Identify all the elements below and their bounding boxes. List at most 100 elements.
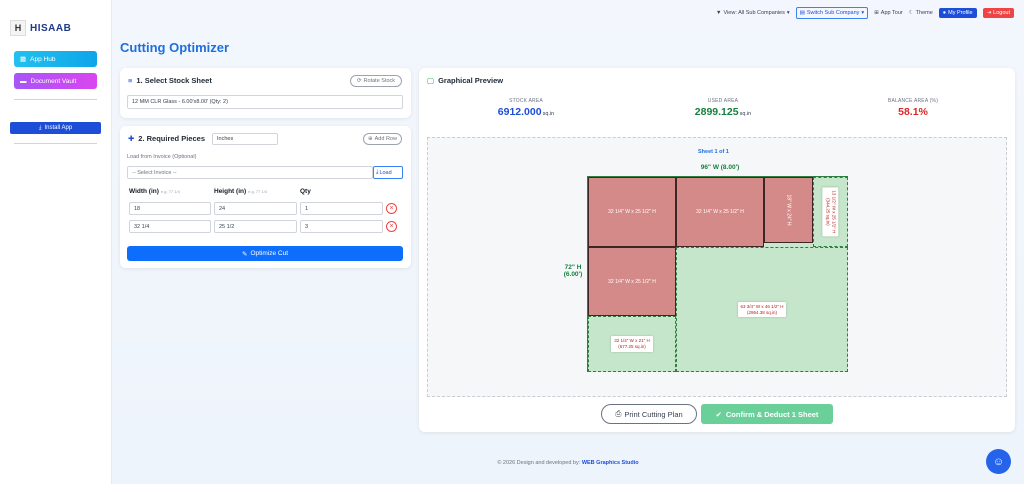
width-header-label: Width (in) — [129, 188, 159, 195]
install-app-button[interactable]: ⤓ Install App — [10, 122, 101, 134]
folder-icon: ▬ — [20, 77, 27, 85]
rotate-stock-label: Rotate Stock — [363, 78, 396, 84]
remove-row-button[interactable]: × — [386, 203, 397, 214]
document-vault-button[interactable]: ▬ Document Vault — [14, 73, 97, 89]
stock-area-label: STOCK AREA — [509, 98, 543, 104]
logout-button[interactable]: ⇥ Logout — [982, 8, 1014, 18]
caret-down-icon: ▾ — [786, 10, 790, 16]
stock-sheet-card: ≡ 1. Select Stock Sheet ⟳ Rotate Stock 1… — [120, 68, 411, 118]
grid-icon: ▦ — [20, 56, 27, 63]
waste-region: 13 1/2" W x 25 1/2" H (344.25 sq.in) — [813, 177, 848, 247]
unit-select[interactable]: Inches — [212, 133, 278, 145]
app-logo[interactable]: H HISAAB — [10, 20, 71, 36]
add-row-label: Add Row — [374, 136, 397, 142]
used-area-label: USED AREA — [707, 98, 739, 104]
cut-piece: 18" W x 24" H — [764, 177, 813, 243]
chatbot-button[interactable]: ☺ — [986, 449, 1011, 474]
balance-area-value: 58.1% — [898, 106, 928, 118]
remove-row-button[interactable]: × — [386, 221, 397, 232]
height-input[interactable]: 25 1/2 — [214, 220, 297, 233]
load-label: Load — [379, 169, 392, 176]
print-cutting-plan-button[interactable]: ⎙ Print Cutting Plan — [601, 404, 697, 424]
caret-down-icon: ▾ — [861, 10, 865, 16]
square-icon: ▢ — [427, 76, 435, 85]
stock-area-stat: STOCK AREA 6912.000sq.in — [466, 98, 586, 118]
profile-label: My Profile — [948, 10, 973, 16]
width-column-header: Width (in) e.g. 77 1/4 — [129, 188, 180, 195]
sidebar-divider — [14, 99, 97, 100]
sheet-height-label: 72" H (6.00') — [553, 264, 593, 278]
sidebar: H HISAAB ▦ App Hub ▬ Document Vault ⤓ In… — [0, 0, 112, 484]
app-name: HISAAB — [30, 22, 72, 34]
waste-label: 63 3/4" W x 46 1/2" H (2964.38 sq.in) — [737, 301, 787, 318]
used-area-unit: sq.in — [739, 111, 752, 117]
width-hint: e.g. 77 1/4 — [160, 189, 180, 194]
footer-studio-link[interactable]: WEB Graphics Studio — [581, 460, 639, 466]
waste-label: 13 1/2" W x 25 1/2" H (344.25 sq.in) — [822, 187, 839, 237]
height-hint: e.g. 77 1/4 — [248, 189, 268, 194]
logo-icon: H — [10, 20, 26, 36]
piece-label: 18" W x 24" H — [785, 194, 792, 226]
optimize-cut-button[interactable]: ✎ Optimize Cut — [127, 246, 403, 261]
piece-label: 32 1/4" W x 25 1/2" H — [608, 209, 656, 215]
install-app-label: Install App — [44, 125, 73, 131]
switch-sub-company-button[interactable]: ▤ Switch Sub Company ▾ — [795, 7, 869, 19]
qty-input[interactable]: 1 — [300, 202, 383, 215]
sheet-height-inches: 72" H — [564, 264, 582, 271]
stock-area-unit: sq.in — [542, 111, 555, 117]
waste-region: 63 3/4" W x 46 1/2" H (2964.38 sq.in) — [676, 247, 848, 372]
app-hub-button[interactable]: ▦ App Hub — [14, 51, 97, 67]
app-hub-label: App Hub — [30, 55, 56, 63]
switch-label: Switch Sub Company — [806, 10, 860, 16]
view-all-dropdown[interactable]: ▼ View: All Sub Companies ▾ — [716, 10, 790, 16]
robot-icon: ☺ — [992, 455, 1005, 468]
sheet-height-feet: (6.00') — [563, 271, 583, 278]
sheet-width-label: 96" W (8.00') — [700, 164, 740, 171]
printer-icon: ⎙ — [615, 409, 622, 418]
confirm-deduct-button[interactable]: ✔ Confirm & Deduct 1 Sheet — [701, 404, 833, 424]
waste-region: 32 1/4" W x 21" H (677.25 sq.in) — [588, 316, 676, 372]
add-row-button[interactable]: ⊕ Add Row — [363, 133, 402, 145]
invoice-select[interactable]: -- Select Invoice -- — [127, 166, 373, 179]
required-pieces-card: ✚ 2. Required Pieces Inches ⊕ Add Row Lo… — [120, 126, 411, 268]
puzzle-icon: ✚ — [128, 134, 135, 143]
stock-sheet-select[interactable]: 12 MM CLR Glass - 6.00'x8.00' (Qty: 2) — [127, 95, 403, 109]
height-header-label: Height (in) — [214, 188, 247, 195]
waste-dimensions: 32 1/4" W x 21" H — [614, 338, 650, 344]
download-icon: ⤓ — [376, 169, 379, 175]
logout-icon: ⇥ — [986, 10, 992, 16]
load-invoice-button[interactable]: ⤓ Load — [373, 166, 403, 179]
page-title: Cutting Optimizer — [120, 40, 230, 55]
moon-icon: ☾ — [908, 10, 914, 16]
waste-dimensions: 13 1/2" W x 25 1/2" H — [831, 190, 837, 234]
theme-toggle[interactable]: ☾ Theme — [909, 10, 933, 16]
rotate-stock-button[interactable]: ⟳ Rotate Stock — [350, 75, 402, 87]
sheet-caption: Sheet 1 of 1 — [698, 149, 729, 155]
required-pieces-title: 2. Required Pieces — [138, 134, 205, 143]
used-area-stat: USED AREA 2899.125sq.in — [663, 98, 783, 118]
close-icon: × — [389, 205, 394, 212]
app-tour-label: App Tour — [880, 10, 903, 16]
width-input[interactable]: 18 — [129, 202, 211, 215]
document-vault-label: Document Vault — [30, 77, 77, 85]
stock-area-value-wrap: 6912.000sq.in — [466, 106, 586, 118]
waste-label: 32 1/4" W x 21" H (677.25 sq.in) — [611, 336, 653, 352]
height-input[interactable]: 24 — [214, 202, 297, 215]
footer-text: © 2026 Design and developed by: — [497, 460, 581, 466]
preview-heading: ▢ Graphical Preview — [427, 76, 503, 85]
app-tour-button[interactable]: ⊞ App Tour — [874, 10, 903, 16]
footer: © 2026 Design and developed by: WEB Grap… — [0, 460, 1024, 466]
qty-input[interactable]: 3 — [300, 220, 383, 233]
map-icon: ⊞ — [874, 10, 879, 16]
waste-area: (2964.38 sq.in) — [746, 309, 778, 315]
cut-piece: 32 1/4" W x 25 1/2" H — [588, 177, 676, 247]
qty-column-header: Qty — [300, 188, 311, 195]
topbar: ▼ View: All Sub Companies ▾ ▤ Switch Sub… — [716, 6, 1014, 20]
used-area-value-wrap: 2899.125sq.in — [663, 106, 783, 118]
view-all-label: View: All Sub Companies — [723, 10, 785, 16]
confirm-label: Confirm & Deduct 1 Sheet — [725, 409, 819, 419]
width-input[interactable]: 32 1/4 — [129, 220, 211, 233]
my-profile-button[interactable]: ● My Profile — [938, 8, 977, 18]
balance-area-label: BALANCE AREA (%) — [887, 98, 939, 104]
filter-icon: ▼ — [716, 10, 722, 16]
